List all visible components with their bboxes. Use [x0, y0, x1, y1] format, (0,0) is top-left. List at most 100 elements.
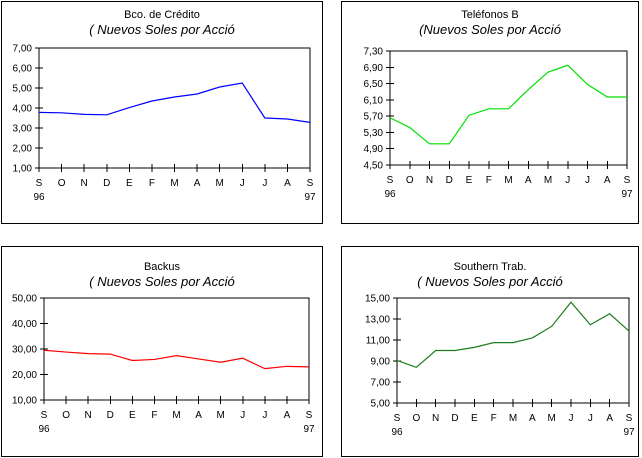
- y-tick-label: 7,00: [13, 44, 33, 55]
- chart-subtitle: ( Nuevos Soles por Acció: [89, 22, 235, 37]
- x-tick-label: S: [626, 413, 633, 424]
- y-tick-label: 5,30: [364, 128, 384, 139]
- x-tick-label: F: [151, 410, 157, 421]
- chart-subtitle: ( Nuevos Soles por Acció: [417, 274, 563, 289]
- x-tick-label: D: [103, 178, 110, 189]
- y-tick-label: 5,00: [13, 84, 33, 95]
- year-label-end: 97: [621, 189, 633, 200]
- x-tick-label: S: [624, 175, 631, 186]
- x-tick-label: D: [451, 413, 458, 424]
- y-tick-label: 50,00: [12, 294, 37, 305]
- y-tick-label: 20,00: [12, 370, 37, 381]
- year-label-end: 97: [304, 192, 316, 203]
- y-tick-label: 1,00: [13, 164, 33, 175]
- line-chart-backus: 50,00 40,00 30,00 20,00 10,00 S O N D E F M A M J J A S 96…: [12, 294, 315, 436]
- line-chart-telefonos-b: 7,306,906,506,105,705,304,904,50S O N D E F M A…: [364, 47, 633, 201]
- y-tick-label: 7,00: [371, 378, 391, 389]
- x-tick-label: S: [307, 178, 314, 189]
- y-tick-label: 13,00: [365, 315, 390, 326]
- series-line: [389, 64, 627, 145]
- year-label-start: 96: [391, 427, 403, 438]
- chart-title: Bco. de Crédito: [124, 9, 200, 21]
- x-tick-label: A: [194, 178, 201, 189]
- chart-panel-southern-trab: Southern Trab. ( Nuevos Soles por Acció …: [341, 246, 639, 457]
- y-tick-label: 4,00: [13, 104, 33, 115]
- chart-panel-bco-de-credito: Bco. de Crédito ( Nuevos Soles por Acció…: [1, 1, 323, 224]
- year-label-start: 96: [38, 424, 50, 435]
- chart-title: Southern Trab.: [453, 261, 527, 273]
- y-tick-label: 6,10: [364, 95, 384, 106]
- chart-title: Teléfonos B: [461, 9, 519, 21]
- plot-frame: [38, 47, 311, 169]
- y-tick-label: 30,00: [12, 345, 37, 356]
- x-tick-label: M: [547, 413, 555, 424]
- x-tick-label: A: [195, 410, 202, 421]
- x-tick-label: M: [172, 410, 180, 421]
- y-tick-label: 4,90: [364, 144, 384, 155]
- y-tick-label: 5,00: [371, 399, 391, 410]
- x-tick-label: J: [565, 175, 570, 186]
- x-tick-label: A: [529, 413, 536, 424]
- y-tick-label: 6,50: [364, 79, 384, 90]
- x-tick-label: M: [504, 175, 512, 186]
- y-tick-label: 4,50: [364, 161, 384, 172]
- chart-subtitle: (Nuevos Soles por Acció: [419, 22, 561, 37]
- x-tick-label: O: [406, 175, 414, 186]
- x-tick-label: J: [262, 178, 267, 189]
- year-label-end: 97: [623, 427, 635, 438]
- x-tick-label: M: [216, 410, 224, 421]
- x-tick-label: M: [509, 413, 517, 424]
- x-tick-label: N: [81, 178, 88, 189]
- x-tick-label: O: [58, 178, 66, 189]
- y-tick-label: 6,00: [13, 64, 33, 75]
- y-tick-label: 6,90: [364, 63, 384, 74]
- x-tick-label: M: [544, 175, 552, 186]
- year-label-start: 96: [33, 192, 45, 203]
- x-tick-label: A: [284, 410, 291, 421]
- x-tick-label: O: [412, 413, 420, 424]
- x-tick-label: S: [41, 410, 48, 421]
- x-tick-label: E: [471, 413, 478, 424]
- y-tick-label: 7,30: [364, 47, 384, 58]
- x-tick-label: N: [85, 410, 92, 421]
- chart-panel-backus: Backus ( Nuevos Soles por Acció 50,00 40,…: [1, 246, 323, 457]
- x-tick-label: S: [394, 413, 401, 424]
- x-tick-label: A: [604, 175, 611, 186]
- x-tick-label: D: [107, 410, 114, 421]
- series-line: [38, 82, 311, 123]
- x-tick-label: D: [446, 175, 453, 186]
- y-tick-label: 11,00: [366, 336, 391, 347]
- y-tick-label: 10,00: [12, 396, 37, 407]
- x-tick-label: A: [606, 413, 613, 424]
- x-tick-label: J: [262, 410, 267, 421]
- x-tick-label: J: [585, 175, 590, 186]
- y-tick-label: 40,00: [12, 319, 37, 330]
- x-tick-label: F: [149, 178, 155, 189]
- x-tick-label: F: [486, 175, 492, 186]
- y-tick-label: 5,70: [364, 112, 384, 123]
- chart-title: Backus: [143, 261, 181, 273]
- x-tick-label: A: [284, 178, 291, 189]
- x-tick-label: M: [170, 178, 178, 189]
- plot-frame: [396, 297, 630, 404]
- year-label-end: 97: [303, 424, 315, 435]
- x-tick-label: J: [240, 178, 245, 189]
- year-label-start: 96: [384, 189, 396, 200]
- line-chart-bco-de-credito: 7,006,005,004,003,002,001,00S O N D E F M A M J J A…: [13, 44, 316, 204]
- x-tick-label: S: [306, 410, 313, 421]
- x-tick-label: N: [432, 413, 439, 424]
- x-tick-label: J: [569, 413, 574, 424]
- x-tick-label: E: [126, 178, 133, 189]
- x-tick-label: M: [215, 178, 223, 189]
- y-tick-label: 9,00: [371, 357, 391, 368]
- chart-panel-telefonos-b: Teléfonos B (Nuevos Soles por Acció 7,30…: [341, 1, 639, 224]
- x-tick-label: S: [387, 175, 394, 186]
- x-tick-label: E: [466, 175, 473, 186]
- x-tick-label: J: [240, 410, 245, 421]
- x-tick-label: J: [588, 413, 593, 424]
- y-tick-label: 3,00: [13, 124, 33, 135]
- y-tick-label: 2,00: [13, 144, 33, 155]
- plot-frame: [43, 297, 310, 401]
- x-tick-label: S: [36, 178, 43, 189]
